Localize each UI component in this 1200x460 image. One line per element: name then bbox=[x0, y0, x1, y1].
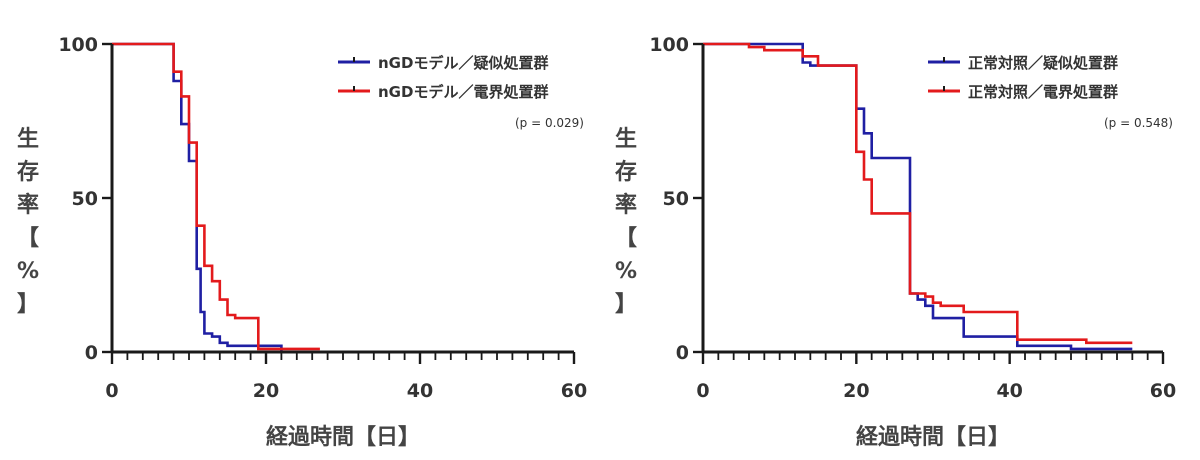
x-tick-label: 60 bbox=[561, 380, 587, 402]
x-tick-label: 40 bbox=[996, 380, 1022, 402]
x-axis-title: 経過時間【日】 bbox=[856, 424, 1010, 450]
y-tick-label: 100 bbox=[58, 34, 98, 56]
x-tick-label: 60 bbox=[1150, 380, 1176, 402]
x-tick-label: 20 bbox=[253, 380, 279, 402]
legend-label-2: 正常対照／電界処置群 bbox=[968, 83, 1118, 101]
survival-curve-2 bbox=[112, 42, 320, 351]
x-tick-label: 40 bbox=[407, 380, 433, 402]
y-tick-label: 0 bbox=[676, 342, 689, 364]
y-axis-title: 生存率【%】 bbox=[17, 127, 39, 317]
y-tick-label: 100 bbox=[649, 34, 689, 56]
x-tick-label: 0 bbox=[105, 380, 118, 402]
legend-label-1: 正常対照／疑似処置群 bbox=[968, 54, 1118, 72]
x-tick-label: 20 bbox=[843, 380, 869, 402]
legend-label-2: nGDモデル／電界処置群 bbox=[378, 83, 548, 101]
legend-label-1: nGDモデル／疑似処置群 bbox=[378, 54, 548, 72]
survival-curve-2 bbox=[703, 42, 1133, 345]
chart-panel-1: 0 20 40 60 0 50 100 経過時間【日】 生存率【%】 nGDモデル／疑似処置群 nG… bbox=[17, 34, 587, 450]
x-axis-title: 経過時間【日】 bbox=[266, 424, 420, 450]
y-tick-label: 0 bbox=[85, 342, 98, 364]
y-tick-label: 50 bbox=[72, 188, 98, 210]
p-value-label: (p = 0.029) bbox=[515, 116, 584, 130]
x-tick-label: 0 bbox=[696, 380, 709, 402]
y-axis-title: 生存率【%】 bbox=[615, 127, 637, 317]
y-tick-label: 50 bbox=[663, 188, 689, 210]
p-value-label: (p = 0.548) bbox=[1104, 116, 1173, 130]
chart-panel-2: 0 20 40 60 0 50 100 経過時間【日】 生存率【%】 正常対照／疑似処置群正常対照… bbox=[615, 34, 1176, 450]
